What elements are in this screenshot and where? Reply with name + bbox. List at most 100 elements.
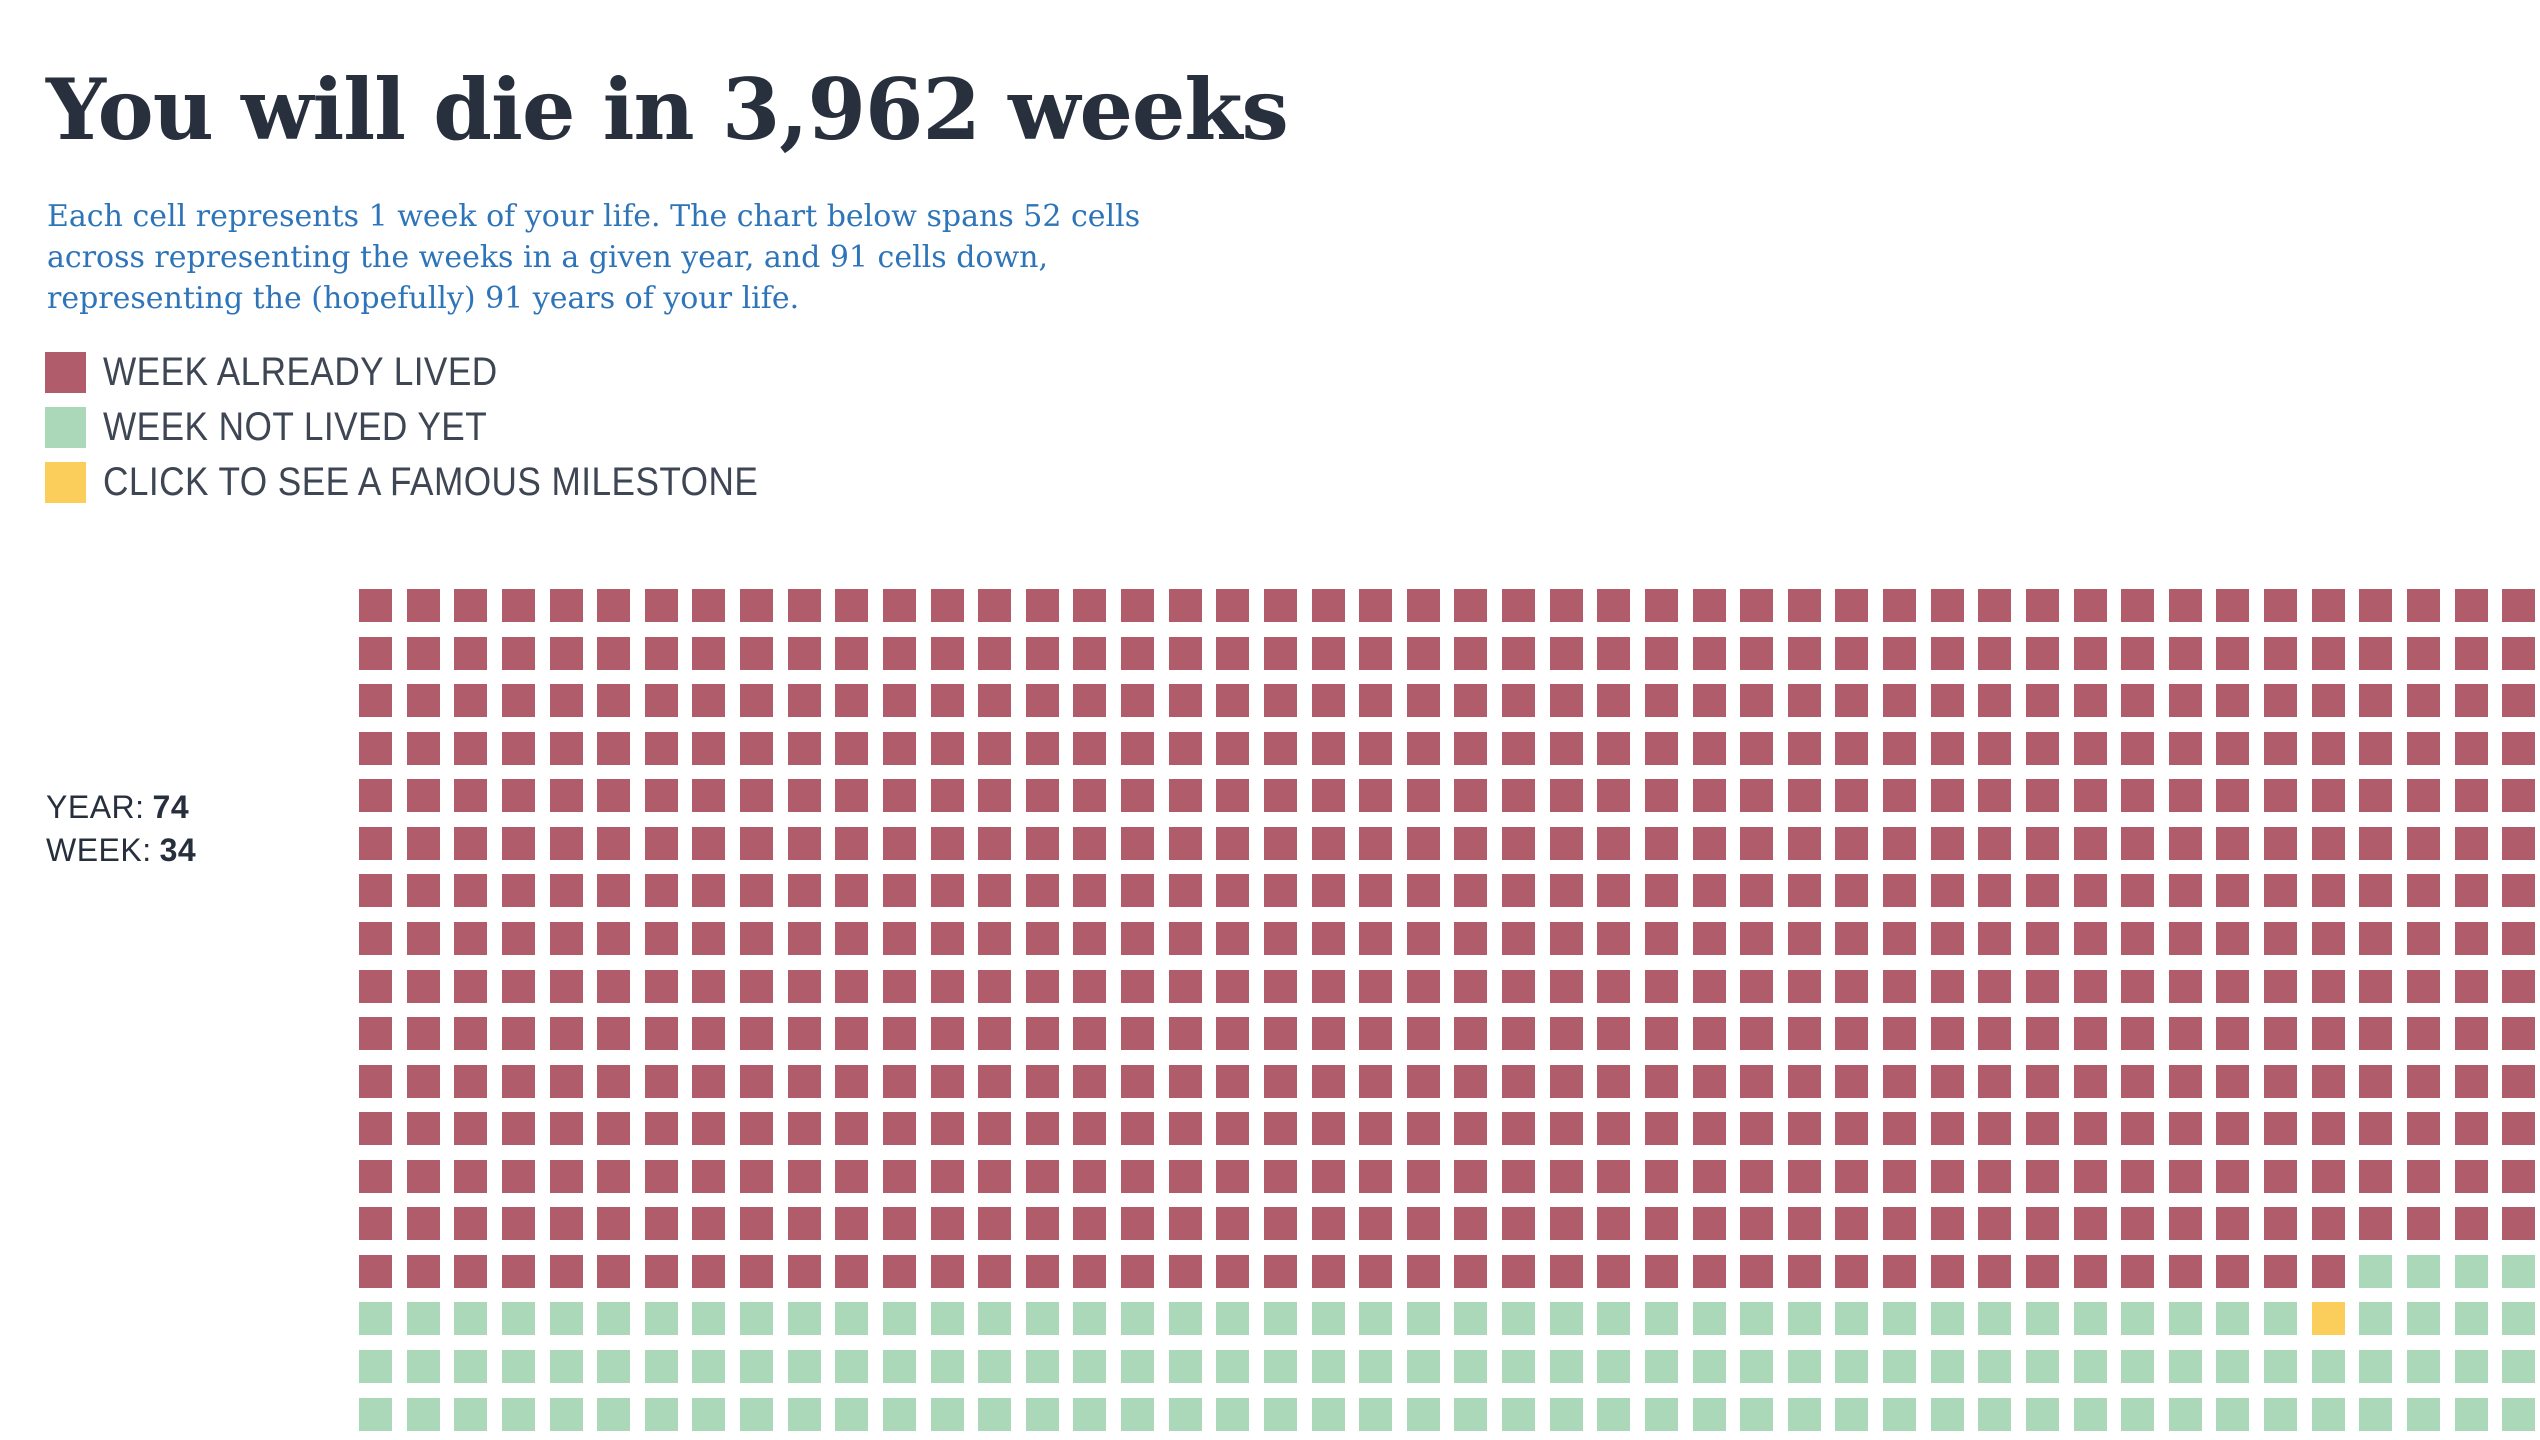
week-cell-future[interactable] xyxy=(549,1350,583,1383)
week-cell-future[interactable] xyxy=(1359,1350,1393,1383)
week-cell-lived[interactable] xyxy=(930,1064,964,1098)
week-cell-lived[interactable] xyxy=(359,1064,392,1098)
week-cell-lived[interactable] xyxy=(2406,1017,2440,1051)
week-cell-future[interactable] xyxy=(1787,1397,1821,1431)
week-cell-future[interactable] xyxy=(1311,1350,1345,1383)
week-cell-lived[interactable] xyxy=(740,589,773,622)
week-cell-lived[interactable] xyxy=(787,921,821,955)
week-cell-lived[interactable] xyxy=(2406,1207,2440,1241)
week-cell-lived[interactable] xyxy=(1644,1017,1678,1051)
week-cell-lived[interactable] xyxy=(692,636,726,670)
week-cell-lived[interactable] xyxy=(454,1254,488,1288)
week-cell-lived[interactable] xyxy=(1597,921,1631,955)
week-cell-lived[interactable] xyxy=(1025,969,1059,1003)
week-cell-lived[interactable] xyxy=(1930,969,1964,1003)
week-cell-lived[interactable] xyxy=(1787,636,1821,670)
week-cell-lived[interactable] xyxy=(2502,684,2536,718)
week-cell-lived[interactable] xyxy=(787,969,821,1003)
week-cell-future[interactable] xyxy=(978,1302,1012,1336)
week-cell-lived[interactable] xyxy=(359,1159,392,1193)
week-cell-lived[interactable] xyxy=(978,731,1012,765)
week-cell-lived[interactable] xyxy=(406,1159,440,1193)
week-cell-future[interactable] xyxy=(406,1350,440,1383)
week-cell-lived[interactable] xyxy=(2121,969,2155,1003)
week-cell-lived[interactable] xyxy=(1168,589,1202,622)
week-cell-lived[interactable] xyxy=(1930,1207,1964,1241)
week-cell-lived[interactable] xyxy=(454,921,488,955)
week-cell-lived[interactable] xyxy=(1644,1254,1678,1288)
week-cell-lived[interactable] xyxy=(1216,684,1250,718)
week-cell-lived[interactable] xyxy=(1930,636,1964,670)
week-cell-lived[interactable] xyxy=(2359,1112,2393,1146)
week-cell-lived[interactable] xyxy=(1835,1017,1869,1051)
week-cell-lived[interactable] xyxy=(1835,731,1869,765)
week-cell-lived[interactable] xyxy=(835,1112,869,1146)
week-cell-lived[interactable] xyxy=(1311,731,1345,765)
week-cell-future[interactable] xyxy=(644,1350,678,1383)
week-cell-lived[interactable] xyxy=(1073,1064,1107,1098)
week-cell-lived[interactable] xyxy=(2359,779,2393,813)
week-cell-lived[interactable] xyxy=(1263,684,1297,718)
week-cell-future[interactable] xyxy=(930,1302,964,1336)
week-cell-lived[interactable] xyxy=(1359,779,1393,813)
week-cell-lived[interactable] xyxy=(787,779,821,813)
week-cell-lived[interactable] xyxy=(2311,1207,2345,1241)
week-cell-future[interactable] xyxy=(1835,1397,1869,1431)
week-cell-future[interactable] xyxy=(1454,1397,1488,1431)
week-cell-lived[interactable] xyxy=(692,779,726,813)
week-cell-lived[interactable] xyxy=(1597,1254,1631,1288)
week-cell-lived[interactable] xyxy=(1263,589,1297,622)
week-cell-future[interactable] xyxy=(454,1302,488,1336)
week-cell-future[interactable] xyxy=(692,1397,726,1431)
week-cell-lived[interactable] xyxy=(1121,921,1154,955)
week-cell-lived[interactable] xyxy=(2264,1017,2297,1051)
week-cell-lived[interactable] xyxy=(1025,921,1059,955)
week-cell-lived[interactable] xyxy=(1406,779,1440,813)
week-cell-lived[interactable] xyxy=(1121,1254,1154,1288)
week-cell-lived[interactable] xyxy=(1121,589,1154,622)
week-cell-future[interactable] xyxy=(930,1397,964,1431)
week-cell-future[interactable] xyxy=(2454,1397,2488,1431)
week-cell-lived[interactable] xyxy=(1549,1112,1583,1146)
week-cell-lived[interactable] xyxy=(1835,969,1869,1003)
week-cell-lived[interactable] xyxy=(2502,1159,2536,1193)
week-cell-future[interactable] xyxy=(2454,1254,2488,1288)
week-cell-lived[interactable] xyxy=(692,969,726,1003)
week-cell-lived[interactable] xyxy=(406,874,440,908)
week-cell-lived[interactable] xyxy=(740,826,773,860)
week-cell-future[interactable] xyxy=(1692,1302,1726,1336)
week-cell-lived[interactable] xyxy=(787,1254,821,1288)
week-cell-lived[interactable] xyxy=(2025,1159,2059,1193)
week-cell-future[interactable] xyxy=(1787,1350,1821,1383)
week-cell-lived[interactable] xyxy=(930,826,964,860)
week-cell-lived[interactable] xyxy=(2121,874,2155,908)
week-cell-lived[interactable] xyxy=(406,731,440,765)
week-cell-lived[interactable] xyxy=(2121,1064,2155,1098)
week-cell-lived[interactable] xyxy=(1311,921,1345,955)
week-cell-lived[interactable] xyxy=(549,874,583,908)
week-cell-lived[interactable] xyxy=(1835,874,1869,908)
week-cell-lived[interactable] xyxy=(882,636,916,670)
week-cell-lived[interactable] xyxy=(406,921,440,955)
week-cell-future[interactable] xyxy=(1406,1302,1440,1336)
week-cell-lived[interactable] xyxy=(978,969,1012,1003)
week-cell-lived[interactable] xyxy=(2454,874,2488,908)
week-cell-lived[interactable] xyxy=(2502,1112,2536,1146)
week-cell-lived[interactable] xyxy=(692,1159,726,1193)
week-cell-lived[interactable] xyxy=(2216,921,2250,955)
week-cell-lived[interactable] xyxy=(692,731,726,765)
week-cell-lived[interactable] xyxy=(1121,731,1154,765)
week-cell-lived[interactable] xyxy=(1073,1112,1107,1146)
week-cell-lived[interactable] xyxy=(644,731,678,765)
week-cell-lived[interactable] xyxy=(2025,731,2059,765)
week-cell-future[interactable] xyxy=(1883,1302,1916,1336)
week-cell-lived[interactable] xyxy=(2502,779,2536,813)
week-cell-lived[interactable] xyxy=(1263,874,1297,908)
week-cell-lived[interactable] xyxy=(2025,1064,2059,1098)
week-cell-lived[interactable] xyxy=(882,684,916,718)
week-cell-lived[interactable] xyxy=(1597,874,1631,908)
week-cell-lived[interactable] xyxy=(2359,1064,2393,1098)
week-cell-lived[interactable] xyxy=(597,1207,631,1241)
week-cell-lived[interactable] xyxy=(2311,731,2345,765)
week-cell-lived[interactable] xyxy=(930,684,964,718)
